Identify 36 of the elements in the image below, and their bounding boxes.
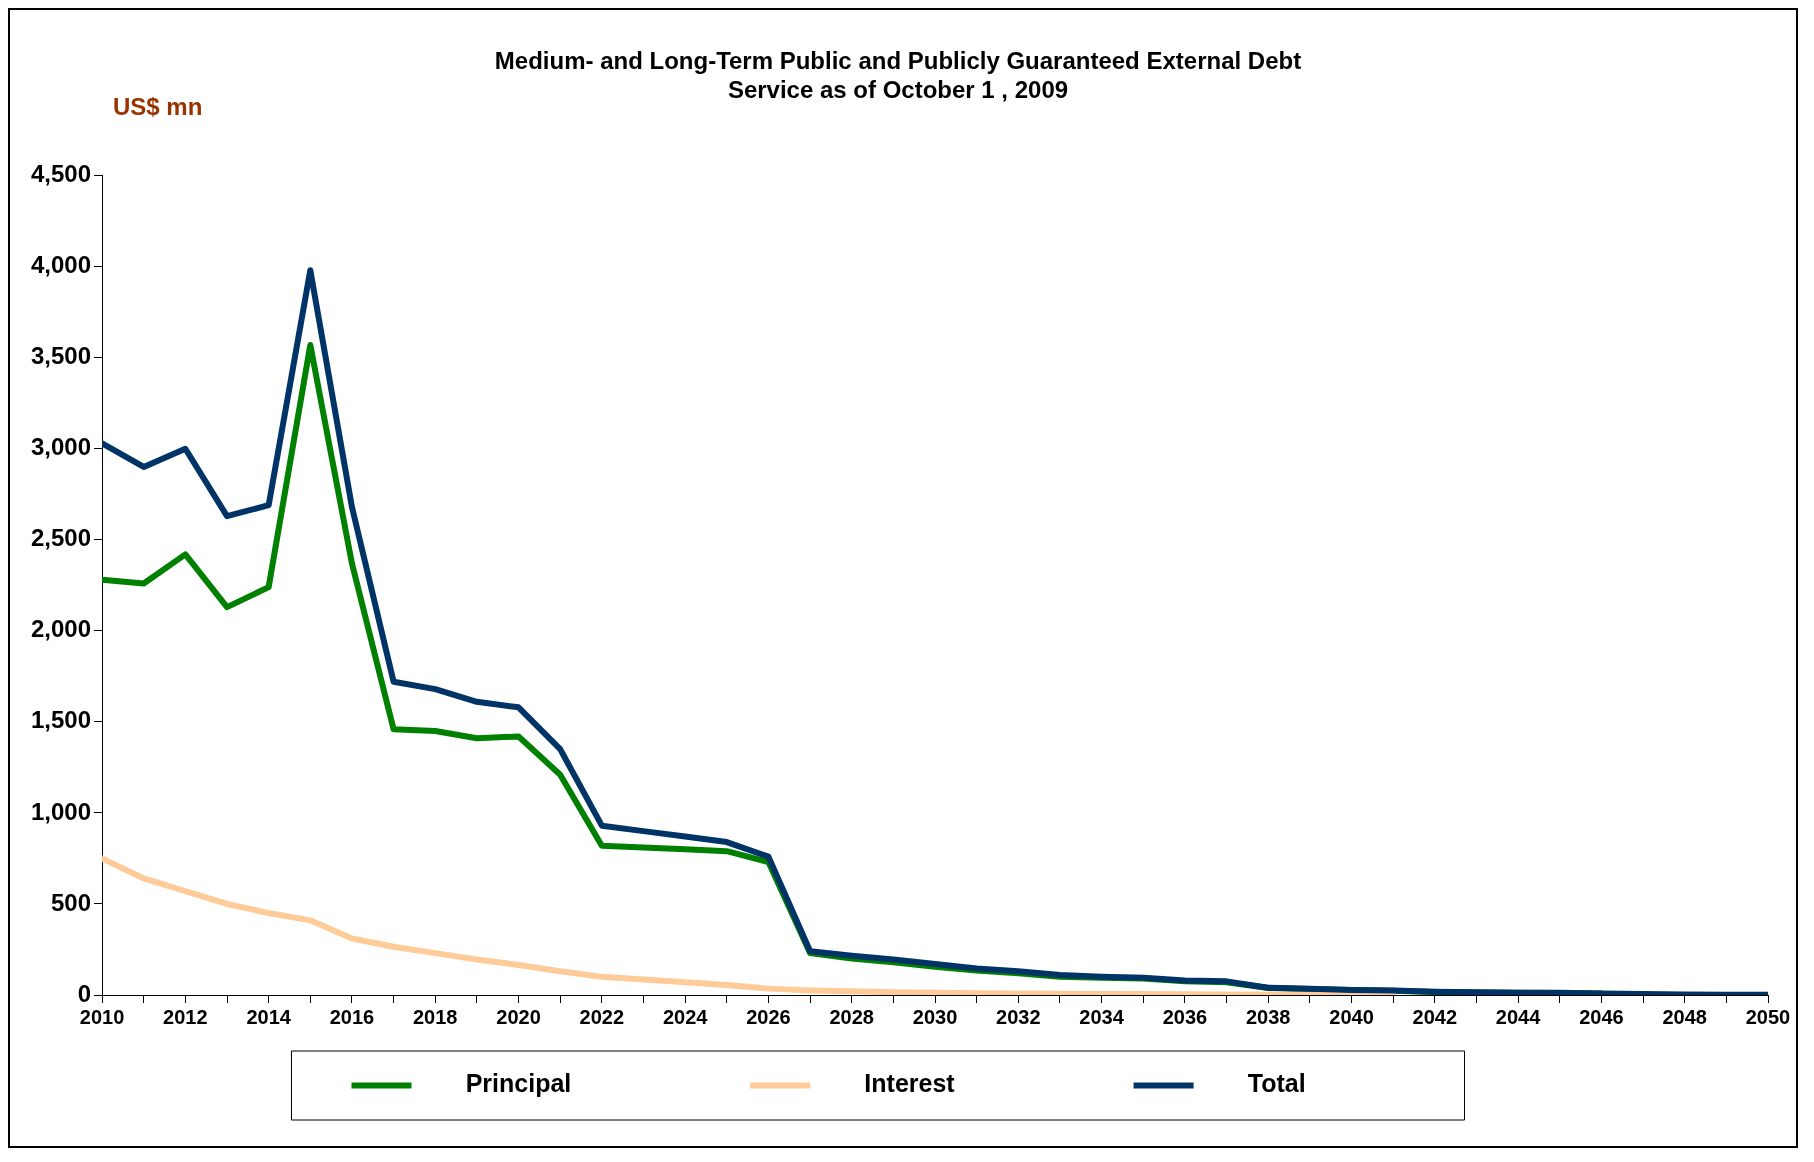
x-tick-label: 2024 bbox=[662, 1005, 709, 1028]
x-tick-label: 2040 bbox=[1329, 1005, 1374, 1028]
legend-label: Interest bbox=[822, 1069, 1094, 1098]
x-tick-label: 2042 bbox=[1412, 1005, 1458, 1028]
y-tick-label: 1,000 bbox=[31, 797, 92, 825]
chart-title: Medium- and Long-Term Public and Publicly Guaranteed External Debt Service as of October 1 , 2009 bbox=[494, 47, 1302, 103]
x-tick-label: 2028 bbox=[829, 1005, 874, 1028]
y-axis-title: US$ mn bbox=[113, 92, 203, 120]
x-tick-label: 2034 bbox=[1079, 1005, 1125, 1028]
x-tick-label: 2048 bbox=[1662, 1005, 1707, 1028]
x-tick-label: 2020 bbox=[496, 1005, 541, 1028]
x-tick-label: 2010 bbox=[79, 1005, 125, 1028]
y-tick-label: 3,500 bbox=[31, 342, 92, 370]
legend-label: Principal bbox=[423, 1069, 711, 1098]
y-tick-label: 0 bbox=[77, 979, 92, 1007]
y-tick-label: 500 bbox=[51, 888, 92, 916]
x-tick-label: 2030 bbox=[912, 1005, 958, 1028]
y-tick-label: 3,000 bbox=[31, 433, 92, 461]
x-tick-label: 2012 bbox=[163, 1005, 208, 1028]
x-tick-label: 2044 bbox=[1495, 1005, 1542, 1028]
x-tick-label: 2050 bbox=[1745, 1005, 1791, 1028]
x-tick-label: 2016 bbox=[329, 1005, 375, 1028]
y-tick-label: 4,500 bbox=[31, 160, 92, 188]
x-tick-label: 2022 bbox=[579, 1005, 625, 1028]
legend-label: Total bbox=[1206, 1069, 1445, 1098]
y-tick-label: 1,500 bbox=[31, 706, 92, 734]
x-tick-label: 2014 bbox=[246, 1005, 292, 1028]
x-tick-label: 2032 bbox=[996, 1005, 1041, 1028]
y-tick-label: 2,000 bbox=[31, 615, 92, 643]
y-tick-label: 2,500 bbox=[31, 524, 92, 552]
x-tick-label: 2046 bbox=[1579, 1005, 1624, 1028]
x-tick-label: 2018 bbox=[413, 1005, 458, 1028]
x-tick-label: 2026 bbox=[746, 1005, 791, 1028]
y-tick-label: 4,000 bbox=[31, 251, 92, 279]
x-tick-label: 2038 bbox=[1245, 1005, 1291, 1028]
x-tick-label: 2036 bbox=[1162, 1005, 1208, 1028]
